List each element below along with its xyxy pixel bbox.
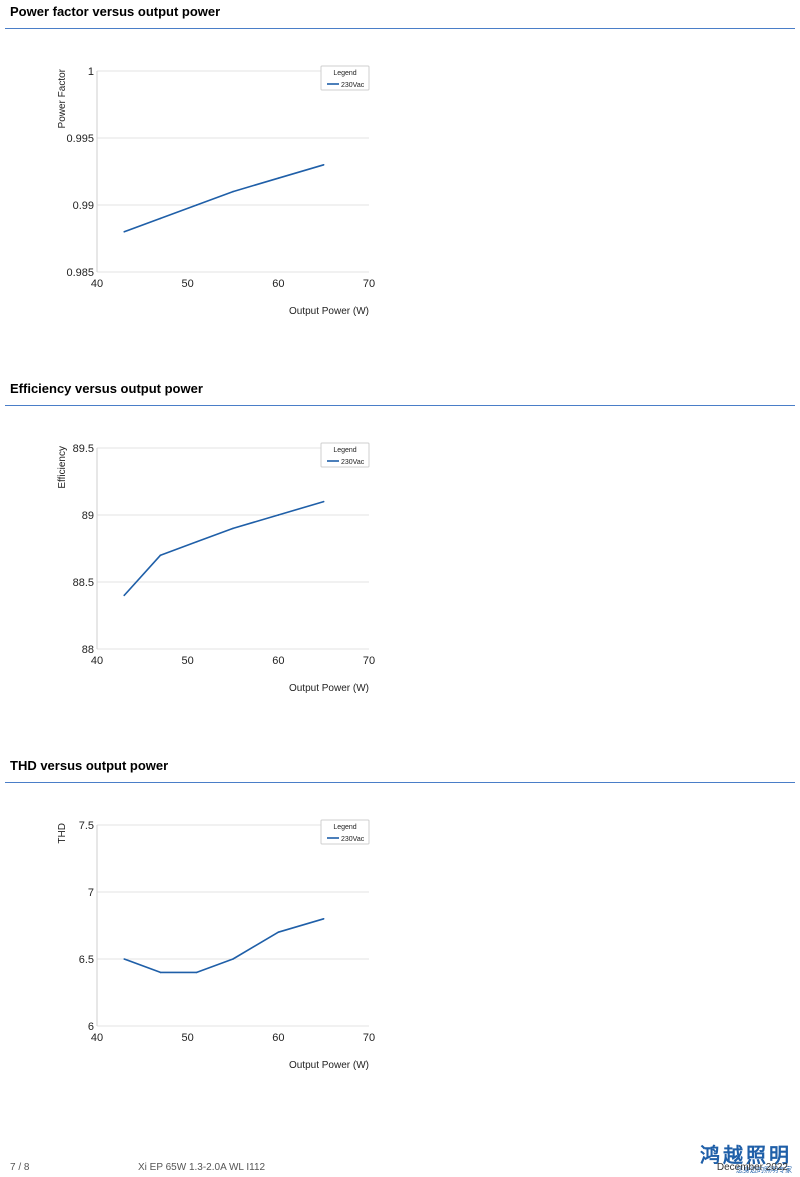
legend-title: Legend xyxy=(333,70,356,77)
y-tick-label: 89 xyxy=(82,510,94,522)
legend: Legend 230Vac xyxy=(320,442,370,468)
logo-subtext: 您身边的照明专家 xyxy=(736,1166,792,1174)
section-divider xyxy=(5,405,795,406)
data-point xyxy=(322,500,325,503)
legend-title: Legend xyxy=(333,447,356,454)
x-tick-label: 60 xyxy=(272,278,284,290)
legend-label: 230Vac xyxy=(341,82,365,89)
x-tick-label: 50 xyxy=(182,278,194,290)
y-tick-label: 0.985 xyxy=(66,267,94,279)
x-tick-label: 40 xyxy=(91,1032,103,1044)
legend: Legend 230Vac xyxy=(320,65,370,91)
series-line xyxy=(123,164,324,233)
data-point xyxy=(322,918,325,920)
x-tick-label: 70 xyxy=(363,1032,375,1044)
section-power-factor: Power factor versus output power 0.985 0.… xyxy=(0,0,800,377)
brand-logo: 鸿越照明 您身边的照明专家 xyxy=(682,1144,792,1174)
x-axis-label: Output Power (W) xyxy=(289,683,369,694)
data-point xyxy=(322,164,325,166)
page-number: 7 / 8 xyxy=(10,1162,30,1173)
y-axis-label: THD xyxy=(57,823,68,844)
data-point xyxy=(232,958,234,960)
document-name: Xi EP 65W 1.3-2.0A WL I112 xyxy=(138,1162,266,1173)
section-title: THD versus output power xyxy=(10,758,169,773)
section-title: Power factor versus output power xyxy=(10,4,221,19)
data-point xyxy=(195,204,198,206)
document-date: December 2022 xyxy=(716,1162,788,1173)
data-point xyxy=(195,541,198,543)
y-tick-label: 6 xyxy=(88,1021,94,1033)
data-point xyxy=(277,931,280,933)
series-line xyxy=(123,918,324,974)
thd-chart: 6 6.5 7 7.5 40 50 60 70 Output Power (W) THD Legen… xyxy=(57,819,375,1071)
power-factor-chart: 0.985 0.99 0.995 1 40 50 60 70 Output Power (W) P… xyxy=(57,65,375,317)
x-tick-label: 70 xyxy=(363,278,375,290)
x-tick-label: 50 xyxy=(182,655,194,667)
y-tick-label: 7.5 xyxy=(79,820,94,832)
data-point xyxy=(159,971,162,974)
section-divider xyxy=(5,782,795,783)
y-axis-label: Power Factor xyxy=(57,68,68,128)
y-tick-label: 0.995 xyxy=(66,133,94,145)
x-tick-label: 60 xyxy=(272,1032,284,1044)
data-point xyxy=(195,971,198,974)
y-tick-label: 89.5 xyxy=(73,443,94,455)
x-tick-label: 70 xyxy=(363,655,375,667)
x-axis-label: Output Power (W) xyxy=(289,1060,369,1071)
efficiency-chart: 88 88.5 89 89.5 40 50 60 70 Output Power (W) Effi… xyxy=(57,442,375,694)
y-tick-label: 6.5 xyxy=(79,954,94,966)
x-tick-label: 60 xyxy=(272,655,284,667)
y-tick-label: 88 xyxy=(82,644,94,656)
data-point xyxy=(159,217,162,220)
data-point xyxy=(277,177,280,179)
data-point xyxy=(232,190,234,193)
legend: Legend 230Vac xyxy=(320,819,370,845)
section-divider xyxy=(5,28,795,29)
legend-title: Legend xyxy=(333,824,356,831)
x-tick-label: 40 xyxy=(91,278,103,290)
data-point xyxy=(159,554,162,556)
series-line xyxy=(123,500,324,596)
y-tick-label: 7 xyxy=(88,887,94,899)
legend-label: 230Vac xyxy=(341,459,365,466)
data-point xyxy=(232,527,234,530)
section-title: Efficiency versus output power xyxy=(10,381,203,396)
x-axis-label: Output Power (W) xyxy=(289,306,369,317)
y-tick-label: 88.5 xyxy=(73,577,94,589)
data-point xyxy=(277,514,280,516)
data-point xyxy=(123,594,125,597)
y-tick-label: 0.99 xyxy=(73,200,94,212)
data-point xyxy=(123,231,125,233)
section-thd: THD versus output power 6 6.5 7 7.5 40 50 60 70… xyxy=(0,754,800,1131)
x-tick-label: 40 xyxy=(91,655,103,667)
section-efficiency: Efficiency versus output power 88 88.5 89 8… xyxy=(0,377,800,754)
y-tick-label: 1 xyxy=(88,66,94,78)
legend-label: 230Vac xyxy=(341,836,365,843)
data-point xyxy=(123,958,125,960)
logo-text: 鸿越照明 xyxy=(700,1143,792,1167)
x-tick-label: 50 xyxy=(182,1032,194,1044)
y-axis-label: Efficiency xyxy=(57,446,68,489)
